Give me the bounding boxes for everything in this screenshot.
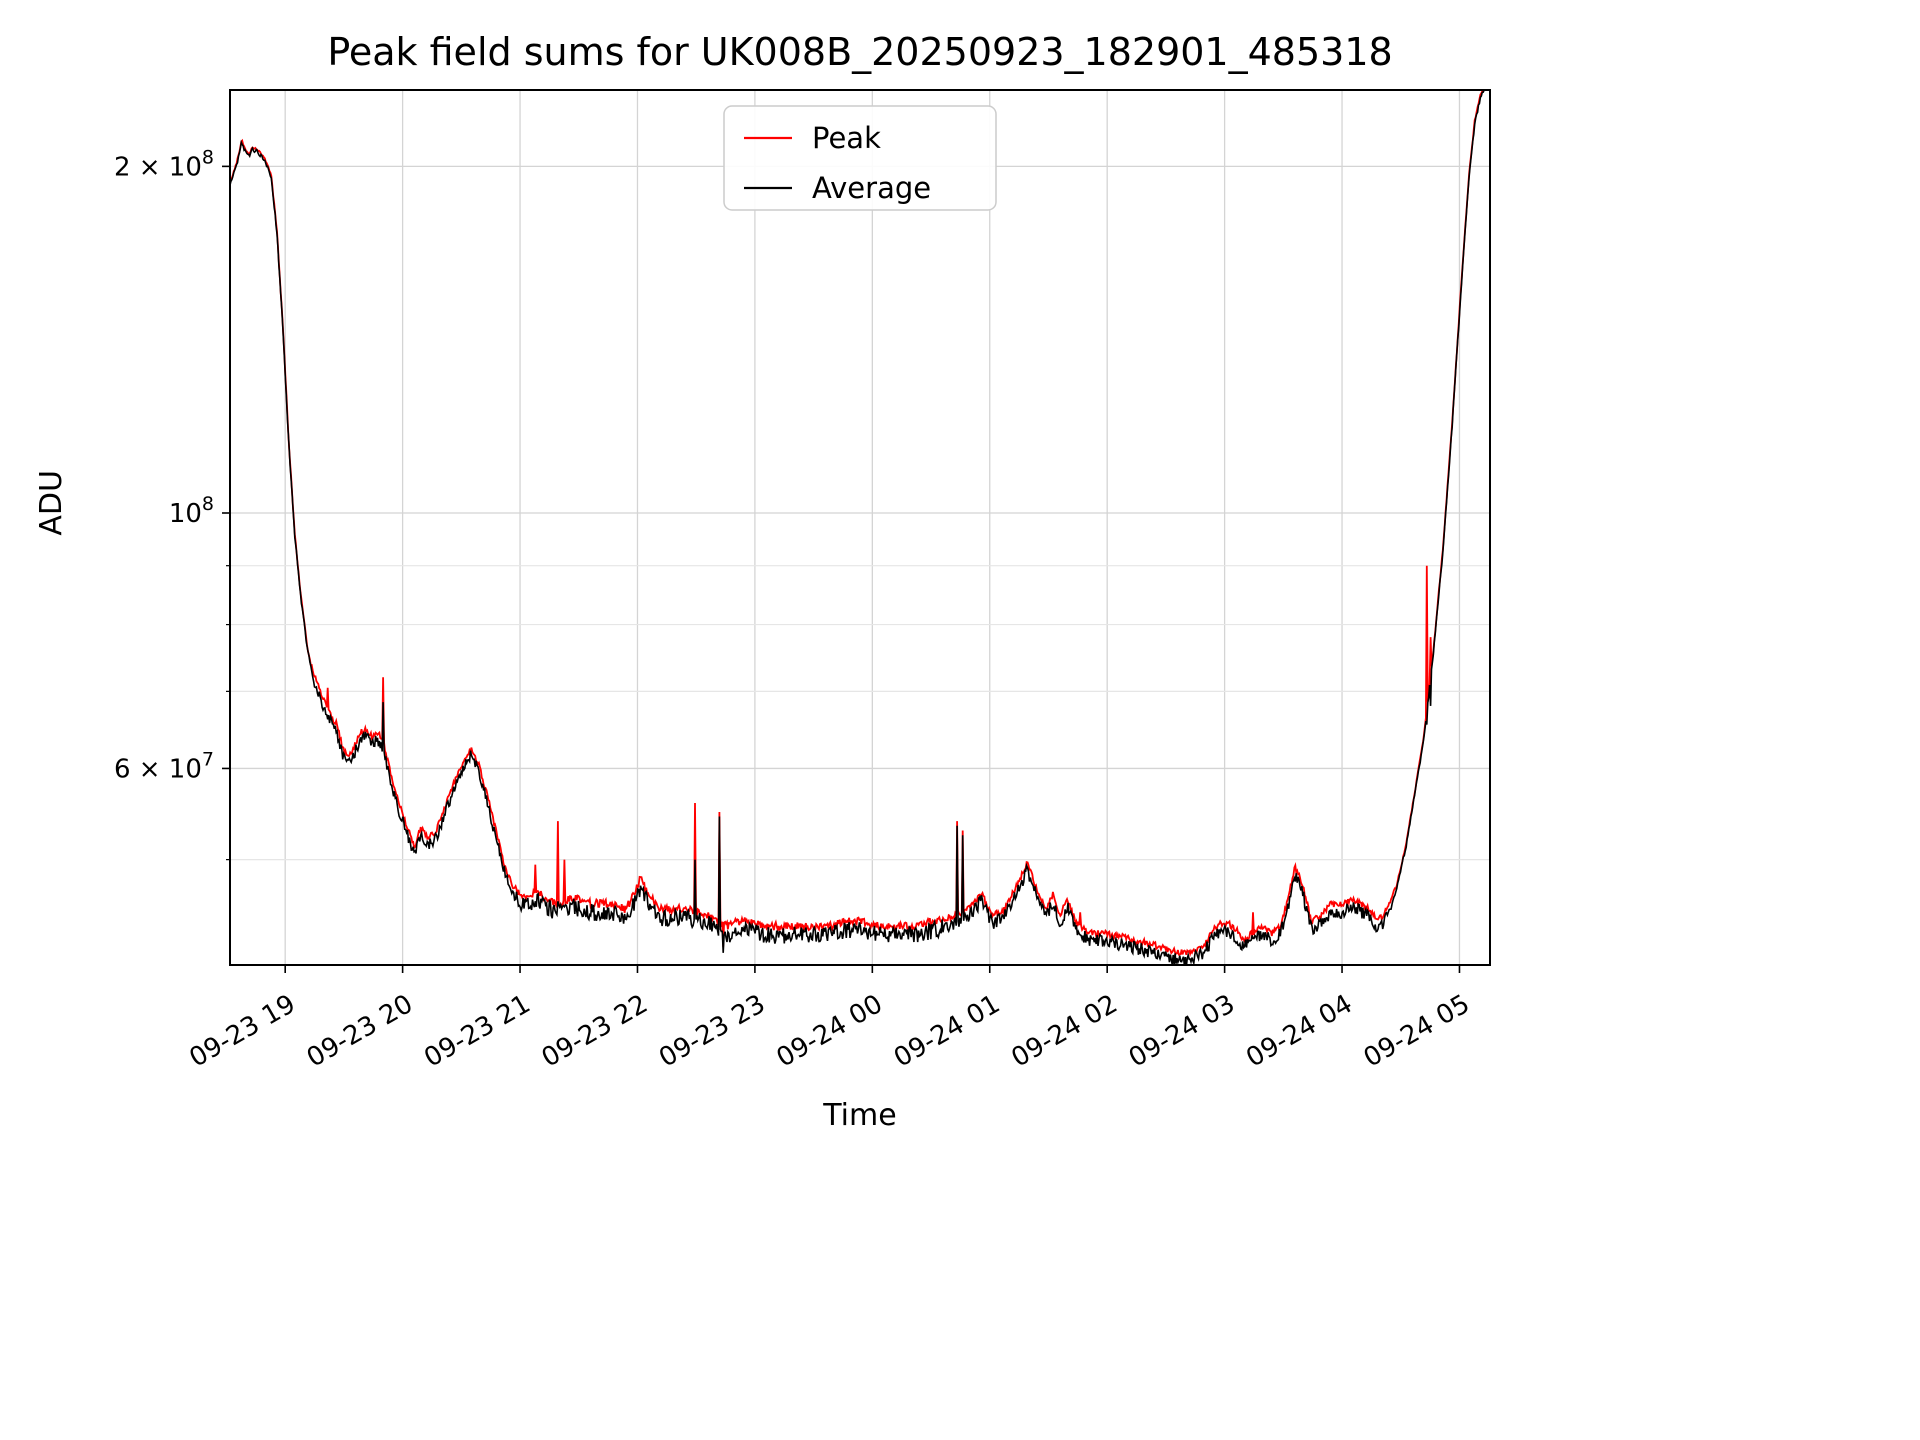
chart-title: Peak field sums for UK008B_20250923_1829… — [327, 30, 1393, 74]
x-tick-label: 09-23 20 — [302, 989, 418, 1073]
x-tick-label: 09-23 23 — [654, 989, 770, 1073]
y-tick-label: 108 — [169, 493, 214, 529]
y-tick-label: 6 × 107 — [114, 748, 214, 784]
y-tick-label: 2 × 108 — [114, 146, 214, 182]
average-line — [230, 90, 1486, 965]
x-tick-label: 09-24 02 — [1006, 989, 1122, 1073]
plot-border — [229, 89, 1491, 966]
y-axis-label: ADU — [34, 470, 69, 536]
legend-box — [723, 105, 997, 211]
x-tick-label: 09-24 00 — [772, 989, 888, 1073]
x-tick-label: 09-23 21 — [419, 989, 535, 1073]
x-tick-label: 09-24 04 — [1241, 989, 1357, 1073]
x-tick-label: 09-24 01 — [889, 989, 1005, 1073]
x-tick-label: 09-23 19 — [184, 989, 300, 1073]
x-axis-label: Time — [823, 1098, 897, 1133]
x-tick-label: 09-24 05 — [1359, 989, 1475, 1073]
legend-label-peak: Peak — [812, 121, 881, 155]
x-tick-label: 09-23 22 — [537, 989, 653, 1073]
legend-label-average: Average — [812, 171, 931, 205]
x-tick-label: 09-24 03 — [1124, 989, 1240, 1073]
